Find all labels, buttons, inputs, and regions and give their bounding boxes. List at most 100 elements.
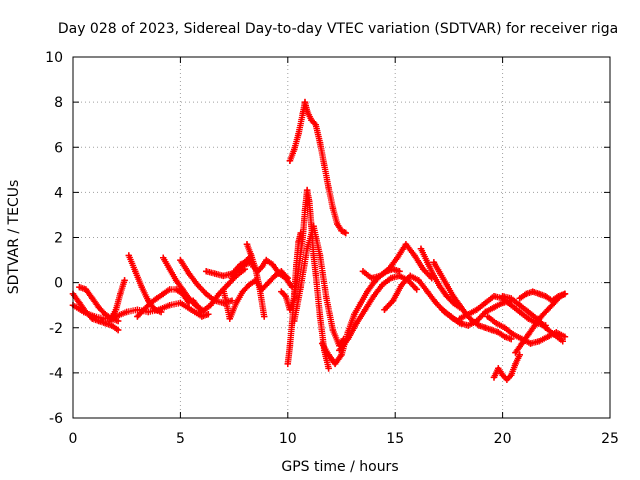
data-point [91, 313, 98, 320]
chart-title: Day 028 of 2023, Sidereal Day-to-day VTE… [58, 21, 618, 37]
data-point [507, 335, 515, 343]
data-point [134, 313, 141, 320]
series-pass-e [125, 252, 165, 316]
data-point [237, 261, 244, 268]
data-point [338, 227, 345, 234]
y-tick-label: 4 [54, 185, 63, 201]
data-point [538, 313, 545, 320]
data-point [456, 315, 463, 322]
data-point [177, 256, 184, 264]
data-points [69, 98, 569, 383]
data-point [443, 292, 450, 300]
data-point [535, 338, 543, 345]
data-point [220, 286, 227, 293]
data-point [241, 265, 249, 273]
data-point [303, 107, 311, 115]
data-point [185, 295, 193, 302]
data-point [306, 198, 313, 205]
series-pass-aa [499, 292, 566, 345]
data-point [359, 268, 367, 275]
y-tick-label: 10 [45, 50, 63, 66]
data-point [535, 290, 543, 298]
data-point [316, 139, 324, 146]
data-point [531, 322, 539, 329]
data-point [364, 288, 371, 295]
data-point [407, 272, 414, 280]
series-pass-m [243, 241, 268, 320]
data-point [510, 331, 517, 338]
data-point [351, 311, 358, 318]
y-tick-label: 0 [54, 276, 63, 292]
data-point [334, 220, 341, 228]
series-pass-v [417, 245, 463, 311]
data-point [525, 315, 532, 322]
data-point [301, 98, 309, 106]
data-point [299, 110, 307, 117]
data-point [415, 277, 423, 284]
data-point [265, 279, 272, 286]
data-point [233, 299, 240, 307]
data-point [529, 288, 536, 295]
data-point [325, 365, 332, 372]
data-point [286, 306, 294, 313]
data-point [245, 281, 253, 289]
data-point [140, 306, 148, 313]
data-point [125, 252, 133, 259]
data-point [166, 286, 173, 293]
x-tick-label: 10 [279, 431, 297, 447]
data-point [555, 292, 562, 300]
data-point [202, 268, 210, 275]
data-point [516, 351, 523, 359]
data-point [523, 290, 530, 298]
data-point [527, 340, 534, 347]
data-point [561, 290, 569, 298]
data-point [151, 306, 158, 313]
data-point [402, 241, 410, 248]
data-point [331, 360, 339, 368]
data-point [381, 306, 388, 313]
data-point [224, 281, 231, 289]
data-point [153, 295, 160, 302]
data-point [376, 272, 384, 280]
data-point [291, 317, 298, 325]
data-point [394, 254, 401, 262]
data-point [525, 331, 532, 338]
data-point [198, 308, 206, 316]
data-point [507, 371, 515, 379]
data-point [166, 265, 173, 273]
data-point [291, 146, 298, 153]
data-point [512, 349, 519, 356]
data-point [316, 313, 324, 320]
data-point [430, 272, 438, 280]
data-point [308, 116, 315, 124]
data-point [456, 301, 463, 309]
data-point [318, 340, 326, 347]
data-point [344, 335, 352, 343]
data-point [548, 297, 556, 304]
data-point [473, 317, 481, 325]
data-point [507, 295, 515, 302]
data-point [542, 292, 549, 300]
data-point [544, 306, 551, 313]
data-point [518, 340, 526, 347]
data-point [325, 351, 332, 359]
data-point [303, 186, 311, 194]
data-point [123, 308, 130, 316]
data-point [194, 281, 201, 289]
x-tick-label: 20 [494, 431, 512, 447]
data-point [437, 270, 444, 277]
y-tick-label: -4 [49, 366, 63, 382]
data-point [542, 324, 549, 331]
data-point [385, 265, 392, 273]
grid [73, 57, 610, 418]
data-point [144, 308, 152, 316]
data-point [482, 324, 489, 331]
data-point [132, 268, 139, 275]
data-point [282, 292, 289, 300]
data-point [396, 272, 403, 280]
data-point [160, 290, 167, 298]
data-point [297, 229, 304, 237]
series-pass-p [291, 223, 347, 349]
data-point [516, 301, 523, 309]
data-point [293, 261, 300, 268]
